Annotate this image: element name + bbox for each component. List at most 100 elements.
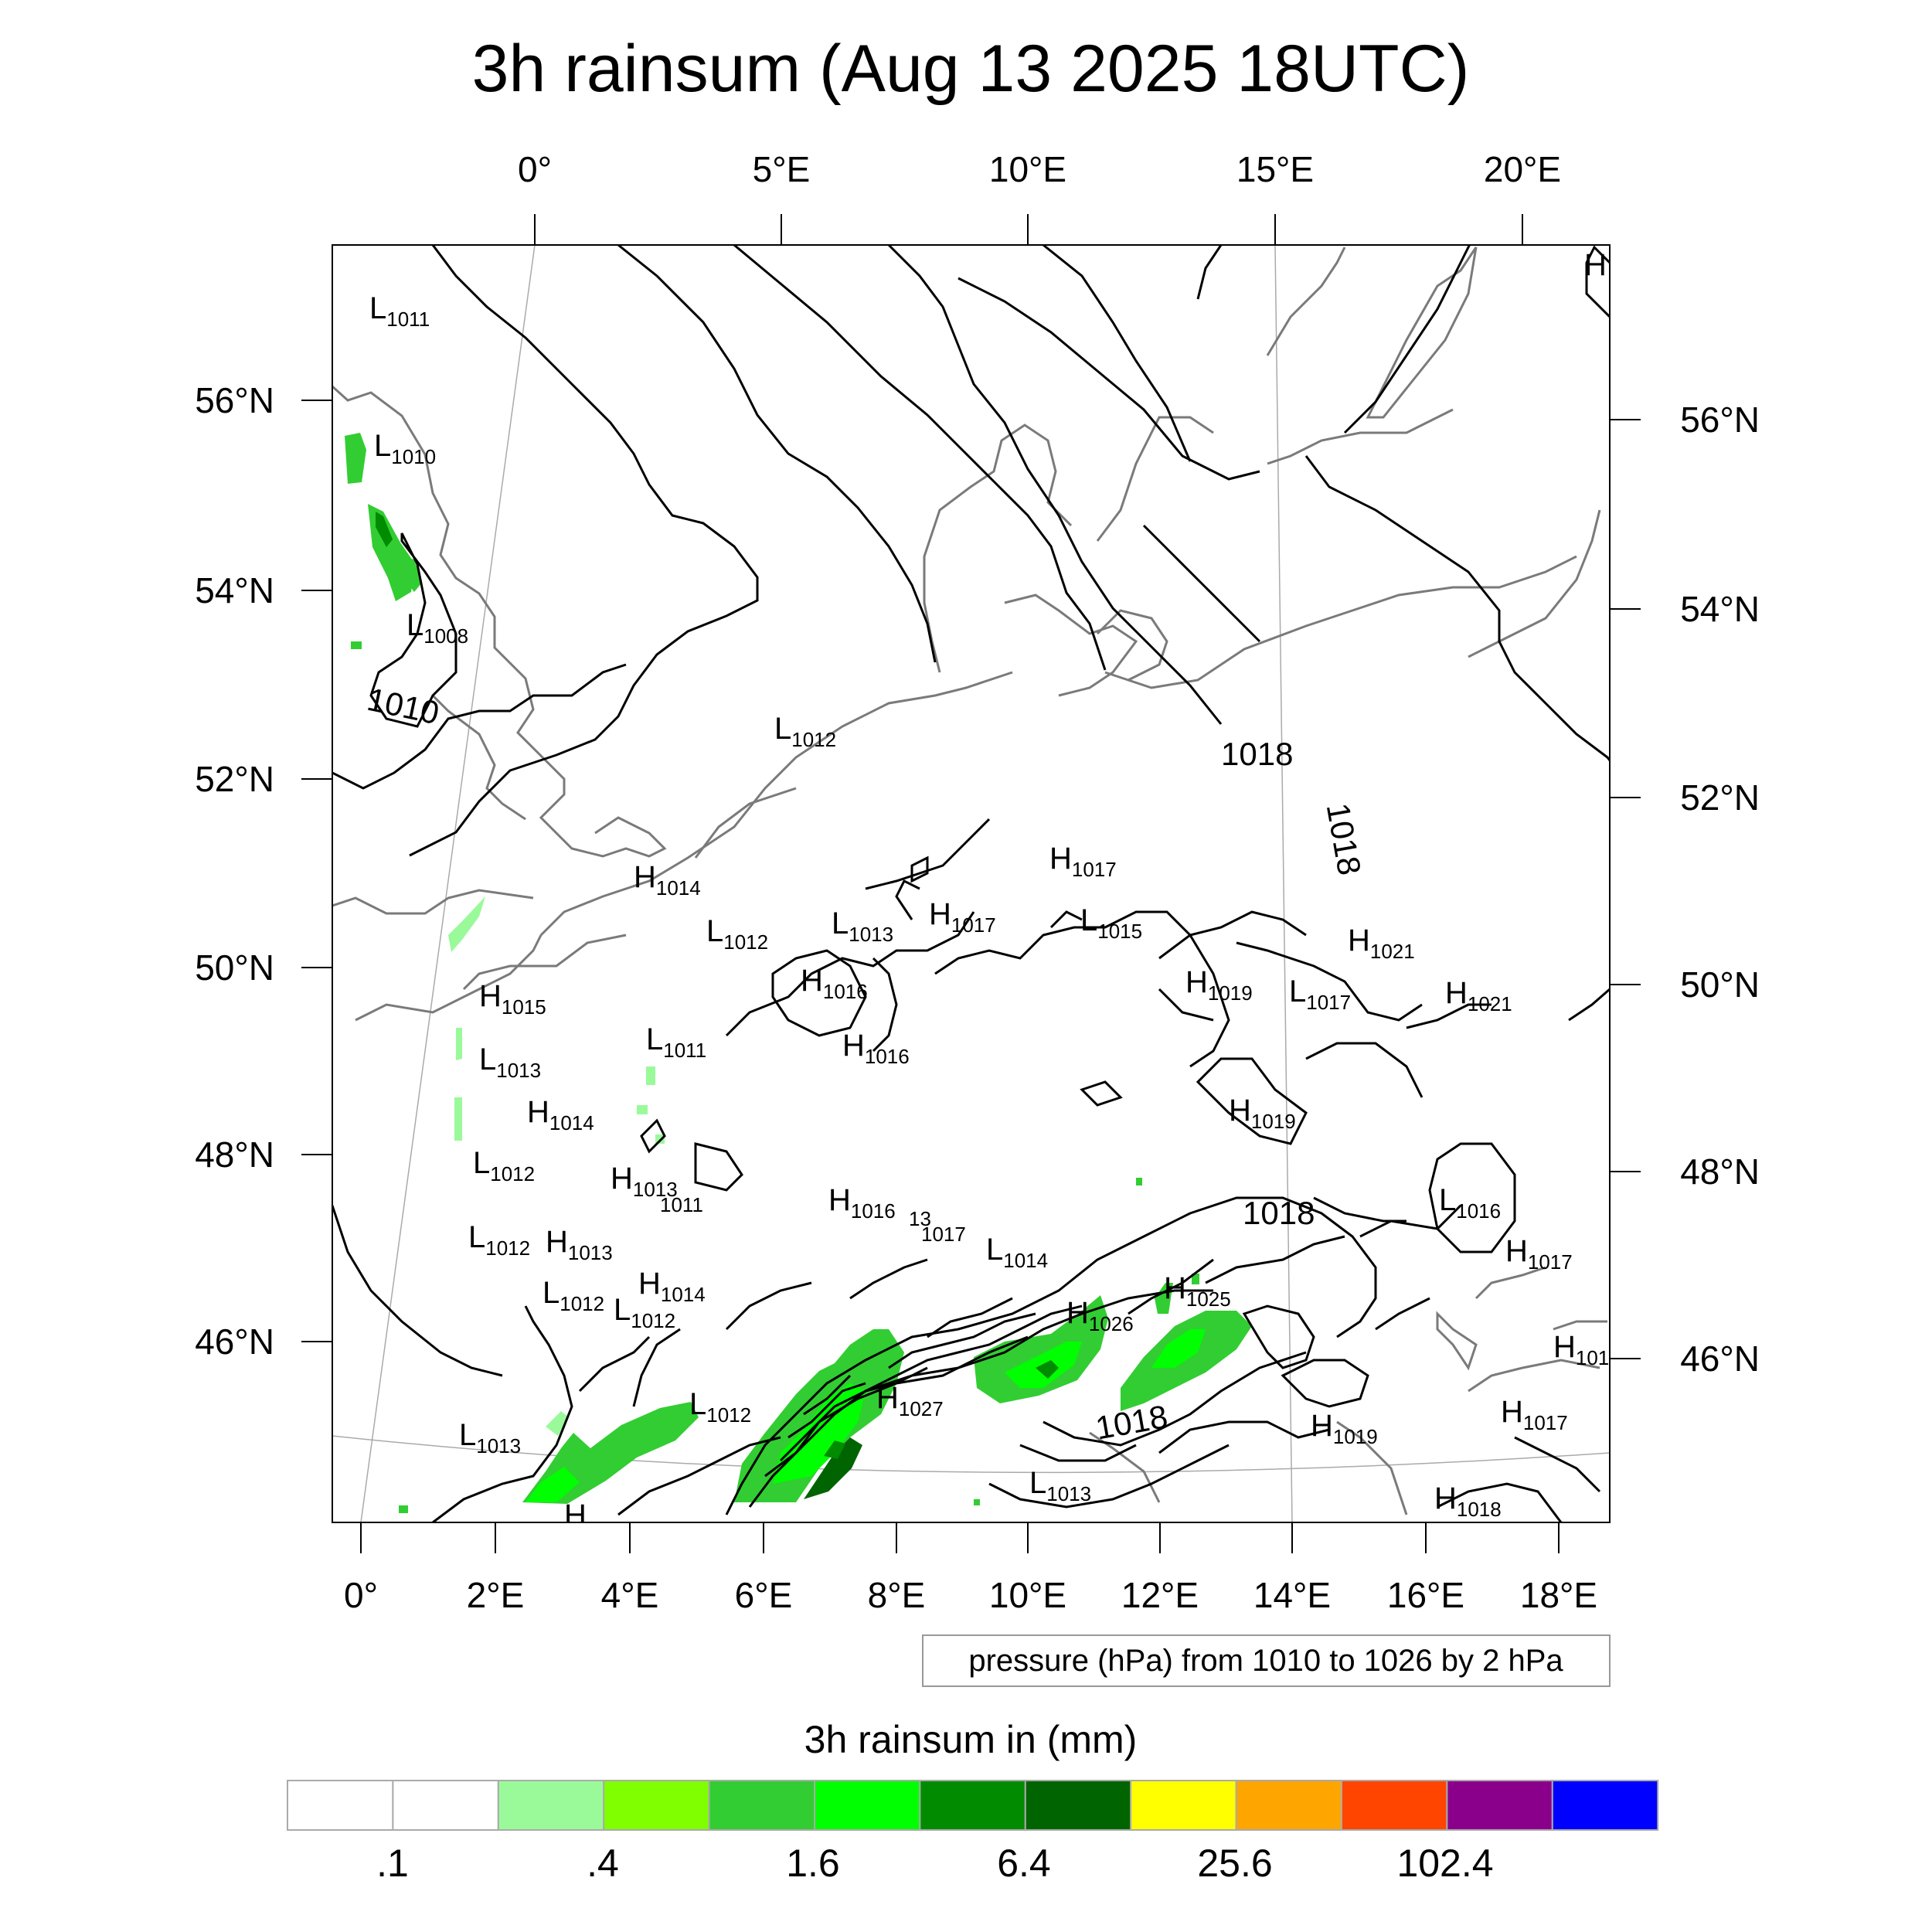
pressure-center-label: L1014	[986, 1233, 1048, 1272]
top-lon-label: 15°E	[1236, 149, 1314, 189]
colorbar-box	[1341, 1780, 1448, 1831]
colorbar-label: 6.4	[997, 1842, 1051, 1885]
bottom-lon-label: 18°E	[1520, 1575, 1597, 1615]
pressure-center-label: L1012	[706, 914, 768, 954]
pressure-center-label: H1018	[1434, 1481, 1502, 1521]
pressure-center-label: H1027	[876, 1381, 944, 1420]
pressure-center-label: H1015	[479, 979, 546, 1019]
pressure-center-label: H101	[1553, 1330, 1609, 1369]
bottom-lon-label: 6°E	[735, 1575, 793, 1615]
coastlines	[332, 247, 1607, 1515]
colorbar-box	[287, 1780, 394, 1831]
pressure-center-label: H1017	[929, 897, 996, 937]
colorbar-box	[814, 1780, 921, 1831]
isobar-label: 1018	[1320, 801, 1369, 878]
colorbar-box	[1024, 1780, 1132, 1831]
bottom-lon-label: 0°	[344, 1575, 378, 1615]
pressure-center-label: H1016	[801, 964, 868, 1003]
pressure-center-label: L1011	[369, 291, 430, 331]
left-lat-label: 56°N	[195, 380, 274, 420]
colorbar-box	[603, 1780, 710, 1831]
fragment-label: 13	[909, 1207, 931, 1230]
pressure-center-label: L1012	[774, 712, 836, 751]
bottom-lon-label: 2°E	[467, 1575, 525, 1615]
left-lat-label: 52°N	[195, 759, 274, 799]
pressure-center-label: H	[564, 1498, 587, 1532]
pressure-center-label: H1013	[546, 1225, 613, 1264]
colorbar-box	[497, 1780, 605, 1831]
pressure-center-label: L1013	[832, 906, 893, 946]
graticule	[332, 245, 1610, 1522]
pressure-center-label: H1026	[1066, 1296, 1134, 1335]
right-lat-label: 48°N	[1680, 1151, 1760, 1192]
left-lat-label: 50°N	[195, 947, 274, 988]
pressure-center-label: H1014	[634, 860, 701, 900]
left-lat-label: 48°N	[195, 1134, 274, 1175]
colorbar-box	[1130, 1780, 1237, 1831]
colorbar-label: 102.4	[1396, 1842, 1493, 1885]
colorbar-label: 1.6	[786, 1842, 840, 1885]
pressure-center-label: H1014	[638, 1267, 706, 1306]
pressure-center-label: H1017	[1501, 1395, 1568, 1434]
pressure-center-label: L1012	[614, 1293, 675, 1332]
isobar-label: 1018	[1243, 1195, 1315, 1231]
pressure-center-label: L1011	[646, 1022, 706, 1062]
isobars	[332, 245, 1610, 1522]
fragment-label: 1017	[921, 1223, 966, 1246]
pressure-center-label: L1012	[468, 1220, 530, 1260]
right-latitude-axis	[1610, 419, 1641, 1359]
pressure-center-label: H1017	[1505, 1234, 1573, 1274]
bottom-lon-label: 8°E	[868, 1575, 926, 1615]
colorbar-box	[1551, 1780, 1659, 1831]
bottom-lon-label: 16°E	[1387, 1575, 1464, 1615]
pressure-center-label: L1012	[689, 1387, 751, 1427]
pressure-note-box	[922, 1634, 1611, 1687]
bottom-longitude-axis	[360, 1522, 1560, 1553]
isobar-label: 1018	[1093, 1398, 1170, 1447]
pressure-center-label: L1017	[1289, 975, 1351, 1014]
pressure-center-label: L1008	[406, 608, 468, 648]
right-lat-label: 50°N	[1680, 964, 1760, 1005]
pressure-center-label: H1014	[527, 1095, 594, 1134]
pressure-center-label: H	[1584, 248, 1607, 282]
left-lat-label: 46°N	[195, 1321, 274, 1362]
pressure-center-label: H1019	[1311, 1409, 1378, 1448]
colorbar-labels: .1 .4 1.6 6.4 25.6 102.4	[376, 1842, 1493, 1885]
isobar-label: 1018	[1221, 736, 1293, 772]
colorbar-box	[1235, 1780, 1342, 1831]
colorbar-label: 25.6	[1197, 1842, 1272, 1885]
right-lat-label: 52°N	[1680, 777, 1760, 818]
pressure-centers: L1011 L1010 L1008 L1012 H1014 L1012 L101…	[369, 248, 1609, 1532]
colorbar-title: 3h rainsum in (mm)	[804, 1718, 1138, 1761]
left-lat-label: 54°N	[195, 570, 274, 611]
top-lon-label: 20°E	[1484, 149, 1561, 189]
top-longitude-axis	[534, 214, 1523, 245]
fragment-label: 1011	[660, 1193, 703, 1216]
pressure-center-label: L1010	[374, 429, 436, 468]
pressure-center-label: L1015	[1080, 903, 1142, 943]
top-lon-label: 10°E	[989, 149, 1066, 189]
colorbar-box	[708, 1780, 815, 1831]
pressure-note: pressure (hPa) from 1010 to 1026 by 2 hP…	[968, 1644, 1563, 1678]
pressure-center-label: H1025	[1164, 1271, 1231, 1311]
colorbar-box	[392, 1780, 499, 1831]
bottom-lon-label: 12°E	[1121, 1575, 1199, 1615]
colorbar-label: .4	[587, 1842, 619, 1885]
pressure-center-label: L1012	[473, 1146, 535, 1185]
colorbar-label: .1	[376, 1842, 409, 1885]
pressure-center-label: L1016	[1439, 1183, 1501, 1223]
pressure-center-label: H1017	[1049, 842, 1117, 881]
pressure-center-label: L1013	[459, 1418, 521, 1458]
pressure-center-label: H1016	[828, 1183, 896, 1223]
bottom-lon-label: 10°E	[989, 1575, 1066, 1615]
pressure-center-label: L1013	[479, 1043, 541, 1082]
pressure-center-label: H1019	[1185, 965, 1253, 1005]
pressure-center-label: H1019	[1229, 1094, 1296, 1133]
left-latitude-axis	[301, 400, 332, 1342]
map-frame	[332, 244, 1611, 1523]
pressure-center-label: H1016	[842, 1029, 910, 1068]
right-lat-label: 54°N	[1680, 589, 1760, 629]
right-lat-label: 56°N	[1680, 400, 1760, 440]
pressure-center-label: H1021	[1445, 976, 1512, 1015]
